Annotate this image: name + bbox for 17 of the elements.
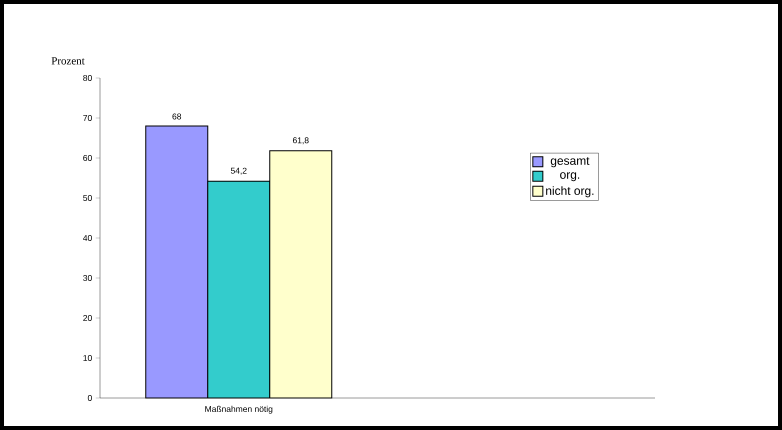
data-label: 61,8	[292, 137, 309, 144]
legend-label: gesamt	[550, 157, 590, 168]
y-tick-label: 0	[88, 395, 92, 401]
y-tick-label: 50	[83, 195, 92, 201]
x-tick-label: Maßnahmen nötig	[205, 406, 272, 414]
y-tick-label: 70	[83, 115, 92, 121]
y-tick-label: 80	[83, 75, 92, 81]
y-axis-title: Prozent	[52, 57, 85, 64]
y-tick-label: 20	[83, 315, 92, 321]
y-tick-label: 10	[83, 355, 92, 361]
legend-label: nicht org.	[546, 186, 594, 198]
legend-label: org.	[560, 172, 580, 182]
y-tick-label: 30	[83, 275, 92, 281]
y-tick-label: 40	[83, 235, 92, 241]
y-tick-label: 60	[83, 155, 92, 161]
data-label: 54,2	[230, 168, 247, 175]
data-label: 68	[172, 113, 182, 120]
